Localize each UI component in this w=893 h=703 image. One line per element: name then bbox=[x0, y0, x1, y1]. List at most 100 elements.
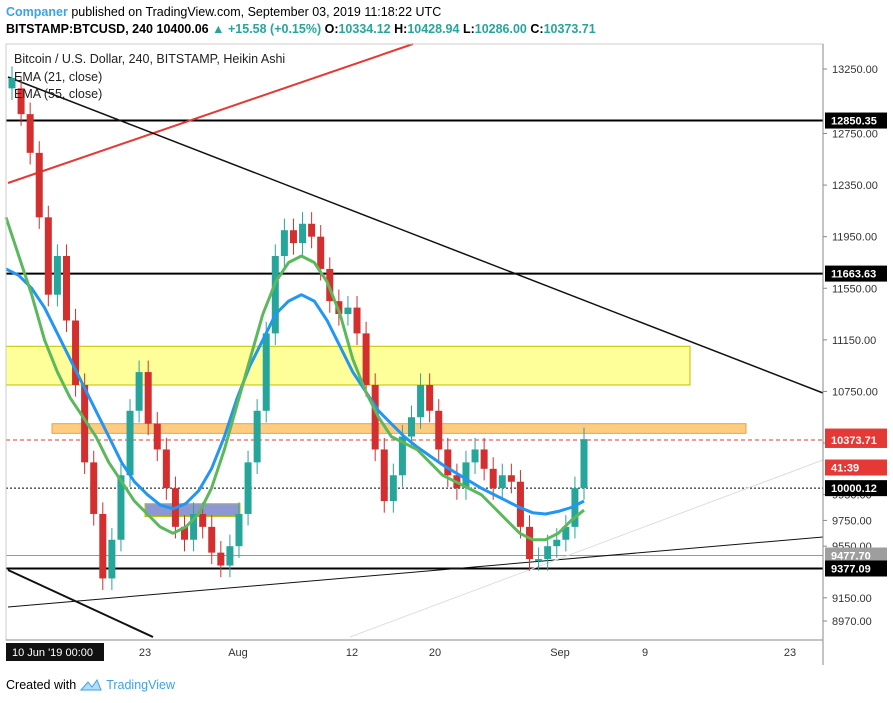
tradingview-link[interactable]: TradingView bbox=[106, 678, 175, 692]
price-label-box bbox=[825, 560, 887, 577]
y-tick-label: 9750.00 bbox=[832, 515, 872, 527]
candle-body bbox=[72, 320, 80, 385]
candle-body bbox=[371, 384, 379, 450]
x-tick-label: 23 bbox=[784, 647, 796, 659]
price-label-box bbox=[825, 480, 887, 497]
lower-trendline bbox=[7, 569, 154, 638]
x-tick-label: Aug bbox=[228, 647, 248, 659]
close-value: 10373.71 bbox=[543, 22, 596, 36]
low-label: L: bbox=[462, 22, 475, 36]
price-label-text: 12850.35 bbox=[831, 116, 877, 128]
candle-body bbox=[471, 449, 479, 463]
x-tick-label: Sep bbox=[550, 647, 570, 659]
candle-body bbox=[444, 449, 452, 476]
candle-body bbox=[135, 372, 143, 411]
price-label-box bbox=[825, 431, 887, 448]
candle-body bbox=[44, 217, 52, 295]
candle-body bbox=[244, 462, 252, 514]
chart-title: Bitcoin / U.S. Dollar, 240, BITSTAMP, He… bbox=[14, 52, 286, 66]
candle-body bbox=[190, 513, 198, 540]
candle-body bbox=[26, 114, 34, 153]
plot-frame bbox=[5, 43, 824, 641]
price-label-box bbox=[825, 547, 887, 564]
candle-body bbox=[462, 462, 470, 489]
price-label-text: 9377.09 bbox=[831, 563, 871, 575]
last-price: 10400.06 bbox=[156, 22, 209, 36]
candle-body bbox=[126, 410, 134, 476]
price-label-box bbox=[825, 112, 887, 129]
ohlc-header: BITSTAMP:BTCUSD, 240 10400.06 ▲ +15.58 (… bbox=[6, 22, 596, 36]
candle-body bbox=[8, 78, 16, 89]
candle-body bbox=[81, 384, 89, 463]
candle-body bbox=[253, 410, 261, 463]
ema55-legend[interactable]: EMA (55, close) bbox=[14, 87, 103, 101]
x-tick-label: 9 bbox=[642, 647, 648, 659]
candle-body bbox=[516, 481, 524, 527]
candle-body bbox=[35, 152, 43, 218]
y-tick-label: 11150.00 bbox=[832, 335, 876, 347]
candle-body bbox=[162, 449, 170, 489]
y-tick-label: 12750.00 bbox=[832, 128, 878, 140]
candle-body bbox=[407, 417, 415, 437]
x-first-label-box bbox=[6, 643, 104, 661]
tradingview-logo-icon bbox=[80, 678, 102, 691]
candle-body bbox=[571, 488, 579, 527]
price-label-text: 11663.63 bbox=[831, 269, 876, 281]
open-value: 10334.12 bbox=[338, 22, 391, 36]
candle-body bbox=[498, 475, 506, 489]
close-label: C: bbox=[530, 22, 544, 36]
ascending-trendline bbox=[7, 536, 824, 608]
descending-trendline bbox=[7, 76, 824, 394]
y-tick-label: 13250.00 bbox=[832, 64, 878, 76]
x-tick-label: 20 bbox=[429, 647, 441, 659]
candle-body bbox=[289, 230, 297, 244]
candle-body bbox=[553, 539, 561, 547]
publish-header: Companer published on TradingView.com, S… bbox=[6, 5, 441, 19]
candle-body bbox=[90, 462, 98, 514]
candle-body bbox=[208, 526, 216, 553]
y-tick-label: 12350.00 bbox=[832, 180, 878, 192]
candle-body bbox=[308, 223, 316, 237]
candle-body bbox=[117, 475, 125, 540]
candle-body bbox=[226, 546, 234, 566]
candle-body bbox=[280, 230, 288, 257]
candle-body bbox=[526, 526, 534, 560]
candle-body bbox=[271, 256, 279, 334]
y-tick-label: 8970.00 bbox=[832, 616, 872, 628]
y-tick-label: 11950.00 bbox=[832, 232, 877, 244]
candle-body bbox=[344, 307, 352, 315]
candle-body bbox=[317, 236, 325, 269]
candle-body bbox=[53, 256, 61, 295]
x-tick-label: 10 Jun '19 00:00 bbox=[12, 647, 93, 659]
x-tick-label: 12 bbox=[346, 647, 358, 659]
price-label-box bbox=[825, 459, 887, 476]
author-name[interactable]: Companer bbox=[6, 5, 68, 19]
price-label-text: 41:39 bbox=[831, 463, 859, 475]
candle-body bbox=[17, 88, 25, 115]
candle-body bbox=[544, 546, 552, 560]
published-text: published on TradingView.com, September … bbox=[71, 5, 442, 19]
price-label-box bbox=[825, 265, 887, 282]
ema55-line bbox=[5, 267, 585, 516]
candle-body bbox=[489, 468, 497, 489]
candle-body bbox=[217, 552, 225, 566]
created-with-text: Created with bbox=[6, 678, 77, 692]
candle-body bbox=[389, 475, 397, 502]
ema21-legend[interactable]: EMA (21, close) bbox=[14, 70, 103, 84]
footer: Created with TradingView bbox=[6, 678, 175, 692]
candle-body bbox=[417, 384, 425, 418]
candle-body bbox=[562, 526, 570, 540]
low-value: 10286.00 bbox=[474, 22, 527, 36]
candle-body bbox=[507, 475, 515, 482]
candle-body bbox=[108, 539, 116, 579]
candle-body bbox=[181, 526, 189, 540]
candle-body bbox=[99, 513, 107, 579]
candle-body bbox=[299, 223, 307, 244]
candle-body bbox=[362, 333, 370, 385]
y-tick-label: 9150.00 bbox=[832, 593, 872, 605]
x-tick-label: 23 bbox=[139, 647, 151, 659]
candle-body bbox=[535, 559, 543, 562]
candle-body bbox=[62, 256, 70, 321]
candle-body bbox=[153, 423, 161, 450]
